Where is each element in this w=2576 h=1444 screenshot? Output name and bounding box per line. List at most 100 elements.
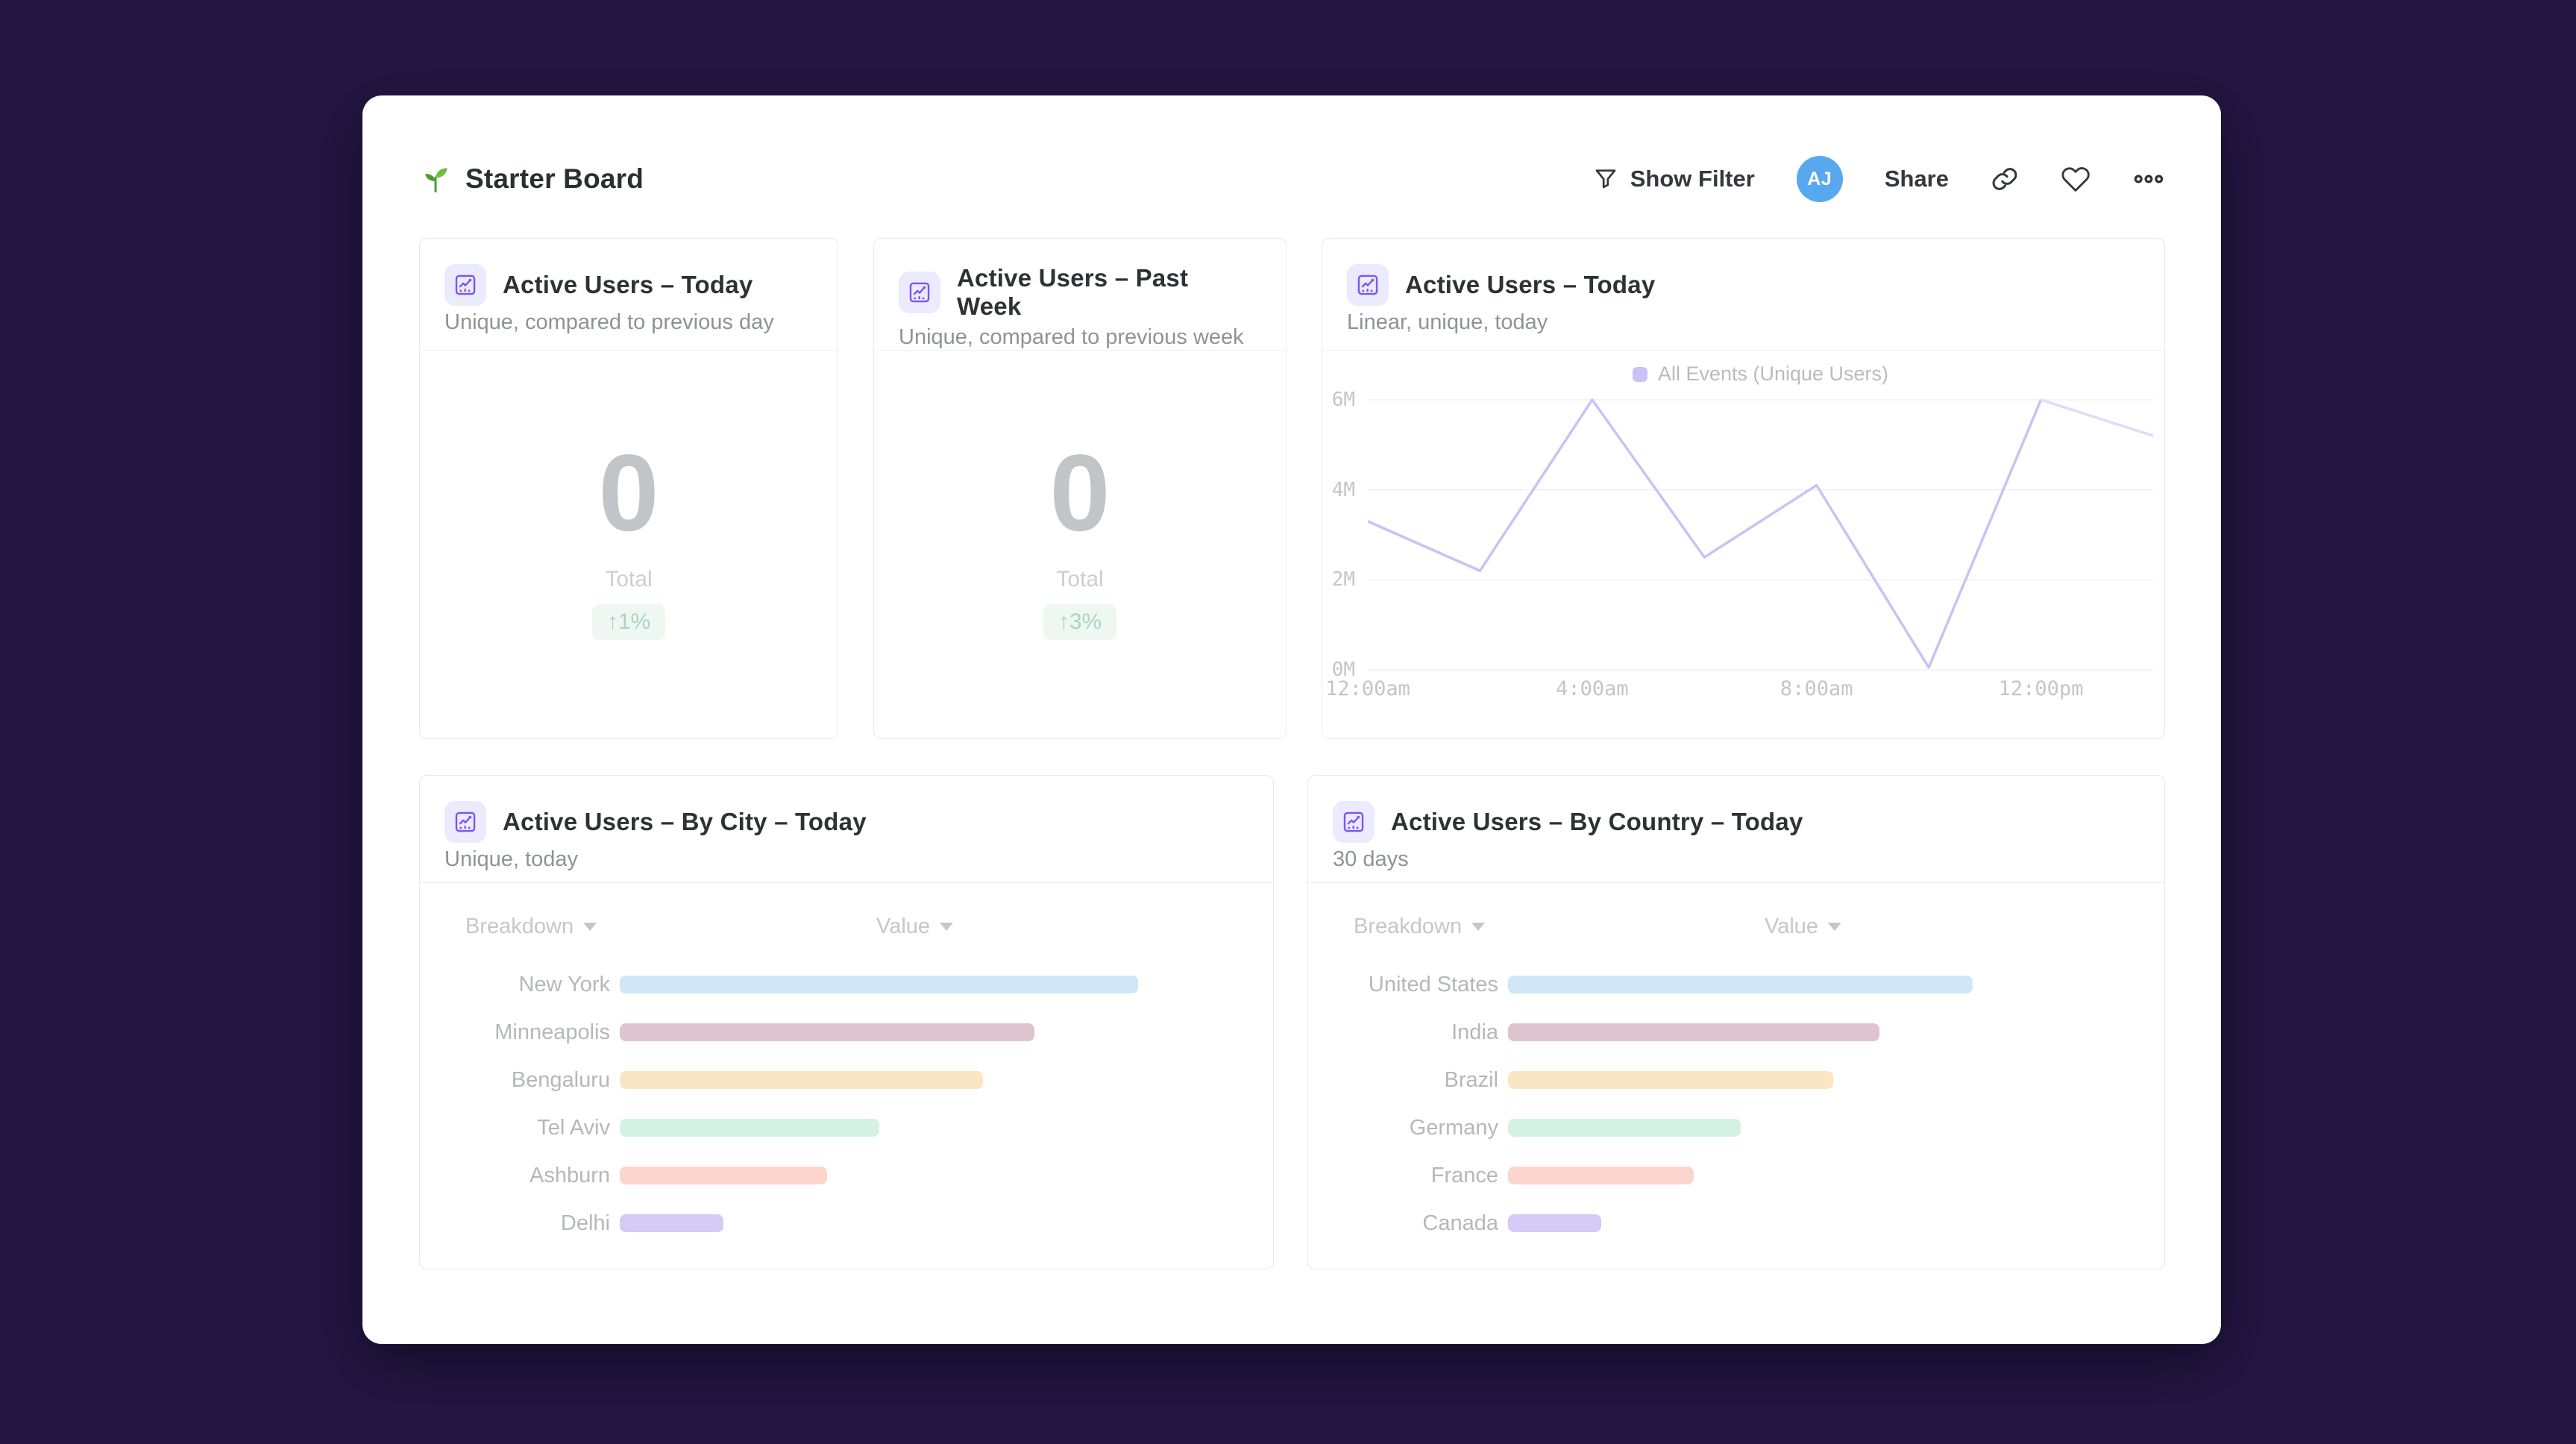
breakdown-rows: United States India Brazil Germany France Can… [1354, 961, 2137, 1247]
table-row: United States [1354, 961, 2137, 1008]
share-button[interactable]: Share [1885, 166, 1949, 192]
x-axis-labels: 12:00am 4:00am 8:00am 12:00pm [1325, 677, 2153, 707]
stat-label: Total [605, 567, 653, 591]
value-bar [1508, 976, 1973, 993]
chart-legend: All Events (Unique Users) [1368, 362, 2153, 386]
y-tick-label: 4M [1331, 478, 1355, 501]
series-line-final-segment [2041, 398, 2154, 437]
column-label: Breakdown [465, 914, 574, 938]
more-options-button[interactable] [2132, 168, 2165, 190]
card-active-users-by-city: Active Users – By City – Today Unique, t… [419, 775, 1274, 1269]
legend-swatch-icon [1632, 366, 1647, 382]
value-bar [1508, 1071, 1834, 1089]
card-subtitle: Linear, unique, today [1347, 310, 1548, 334]
value-bar [1508, 1214, 1601, 1232]
row-label: Tel Aviv [537, 1115, 610, 1140]
card-active-users-by-country: Active Users – By Country – Today 30 day… [1307, 775, 2165, 1269]
row-label: Minneapolis [494, 1020, 610, 1044]
series-line [1367, 398, 2043, 669]
show-filter-label: Show Filter [1630, 166, 1755, 192]
row-label: Ashburn [529, 1163, 610, 1187]
row-label: United States [1368, 972, 1498, 996]
column-label: Value [876, 914, 931, 938]
column-header-value[interactable]: Value [876, 914, 954, 939]
page-title: Starter Board [465, 163, 644, 194]
caret-down-icon [583, 923, 597, 931]
chart-type-icon [444, 801, 486, 843]
copy-link-button[interactable] [1991, 165, 2019, 193]
card-title: Active Users – Today [1405, 271, 1656, 298]
card-title: Active Users – Past Week [957, 264, 1189, 320]
stat-value: 0 [1049, 432, 1110, 553]
column-header-breakdown[interactable]: Breakdown [1354, 914, 1486, 939]
table-row: India [1354, 1008, 2137, 1056]
stat-body: 0 Total ↑1% [420, 351, 838, 738]
card-header: Active Users – Today Unique, compared to… [420, 239, 838, 351]
avatar[interactable]: AJ [1796, 156, 1843, 202]
card-subtitle: Unique, today [444, 847, 578, 871]
stat-label: Total [1056, 567, 1104, 591]
card-subtitle: 30 days [1333, 847, 1409, 871]
y-axis-labels: 0M 2M 4M 6M [1322, 389, 1355, 687]
value-bar [620, 1071, 983, 1089]
table-row: Bengaluru [465, 1056, 1246, 1104]
breakdown-rows: New York Minneapolis Bengaluru Tel Aviv Ashb… [465, 961, 1246, 1247]
breakdown-table: Breakdown Value United States India Brazil… [1308, 883, 2164, 1269]
value-bar [1508, 1023, 1880, 1041]
stat-body: 0 Total ↑3% [874, 351, 1286, 738]
chart-type-icon [1333, 801, 1375, 843]
table-row: Germany [1354, 1104, 2137, 1152]
row-label: Canada [1422, 1211, 1498, 1235]
card-subtitle: Unique, compared to previous week [899, 325, 1244, 349]
value-bar [1508, 1167, 1694, 1184]
table-row: Delhi [465, 1199, 1246, 1247]
table-row: Minneapolis [465, 1008, 1246, 1056]
column-header-breakdown[interactable]: Breakdown [465, 914, 597, 939]
card-title: Active Users – By City – Today [503, 808, 867, 835]
card-header: Active Users – By City – Today Unique, t… [420, 776, 1273, 883]
ellipsis-icon [2134, 175, 2164, 183]
card-active-users-past-week: Active Users – Past Week Unique, compare… [873, 238, 1287, 739]
y-tick-label: 6M [1331, 389, 1355, 411]
heart-icon [2061, 167, 2090, 192]
chart-type-icon [444, 264, 486, 306]
value-bar [620, 1167, 827, 1184]
row-label: Germany [1409, 1115, 1498, 1140]
table-row: New York [465, 961, 1246, 1008]
table-row: Ashburn [465, 1152, 1246, 1199]
table-row: France [1354, 1152, 2137, 1199]
card-active-users-line-chart: Active Users – Today Linear, unique, tod… [1322, 238, 2165, 739]
show-filter-button[interactable]: Show Filter [1593, 166, 1755, 192]
card-active-users-today: Active Users – Today Unique, compared to… [419, 238, 838, 739]
table-header: Breakdown Value [465, 914, 1246, 941]
line-chart-svg [1367, 398, 2154, 671]
dashboard: Starter Board Show Filter AJ Share [362, 95, 2221, 1344]
caret-down-icon [1471, 923, 1486, 931]
board-actions: Show Filter AJ Share [1593, 156, 2165, 202]
x-tick-label: 12:00am [1325, 677, 1410, 700]
link-icon [1992, 168, 2017, 190]
cards-row-2: Active Users – By City – Today Unique, t… [419, 775, 2165, 1269]
row-label: Bengaluru [511, 1067, 610, 1092]
card-subtitle: Unique, compared to previous day [444, 310, 774, 334]
board-header: Starter Board Show Filter AJ Share [419, 156, 2165, 202]
legend-label: All Events (Unique Users) [1657, 362, 1889, 385]
card-title: Active Users – Today [503, 271, 753, 298]
card-header: Active Users – Past Week Unique, compare… [874, 239, 1286, 351]
value-bar [620, 1119, 879, 1137]
breakdown-table: Breakdown Value New York Minneapolis Benga… [420, 883, 1273, 1269]
cards-row-1: Active Users – Today Unique, compared to… [419, 238, 2165, 739]
table-row: Brazil [1354, 1056, 2137, 1104]
caret-down-icon [1828, 923, 1842, 931]
row-label: New York [518, 972, 610, 996]
x-tick-label: 4:00am [1556, 677, 1629, 700]
y-tick-label: 0M [1331, 659, 1355, 681]
table-row: Tel Aviv [465, 1104, 1246, 1152]
row-label: Brazil [1444, 1067, 1498, 1092]
caret-down-icon [940, 923, 954, 931]
favorite-button[interactable] [2061, 164, 2090, 194]
value-bar [620, 1023, 1034, 1041]
value-bar [1508, 1119, 1741, 1137]
line-chart-body: All Events (Unique Users) 0M 2M 4M 6M 12:00… [1322, 351, 2164, 738]
column-header-value[interactable]: Value [1765, 914, 1842, 939]
